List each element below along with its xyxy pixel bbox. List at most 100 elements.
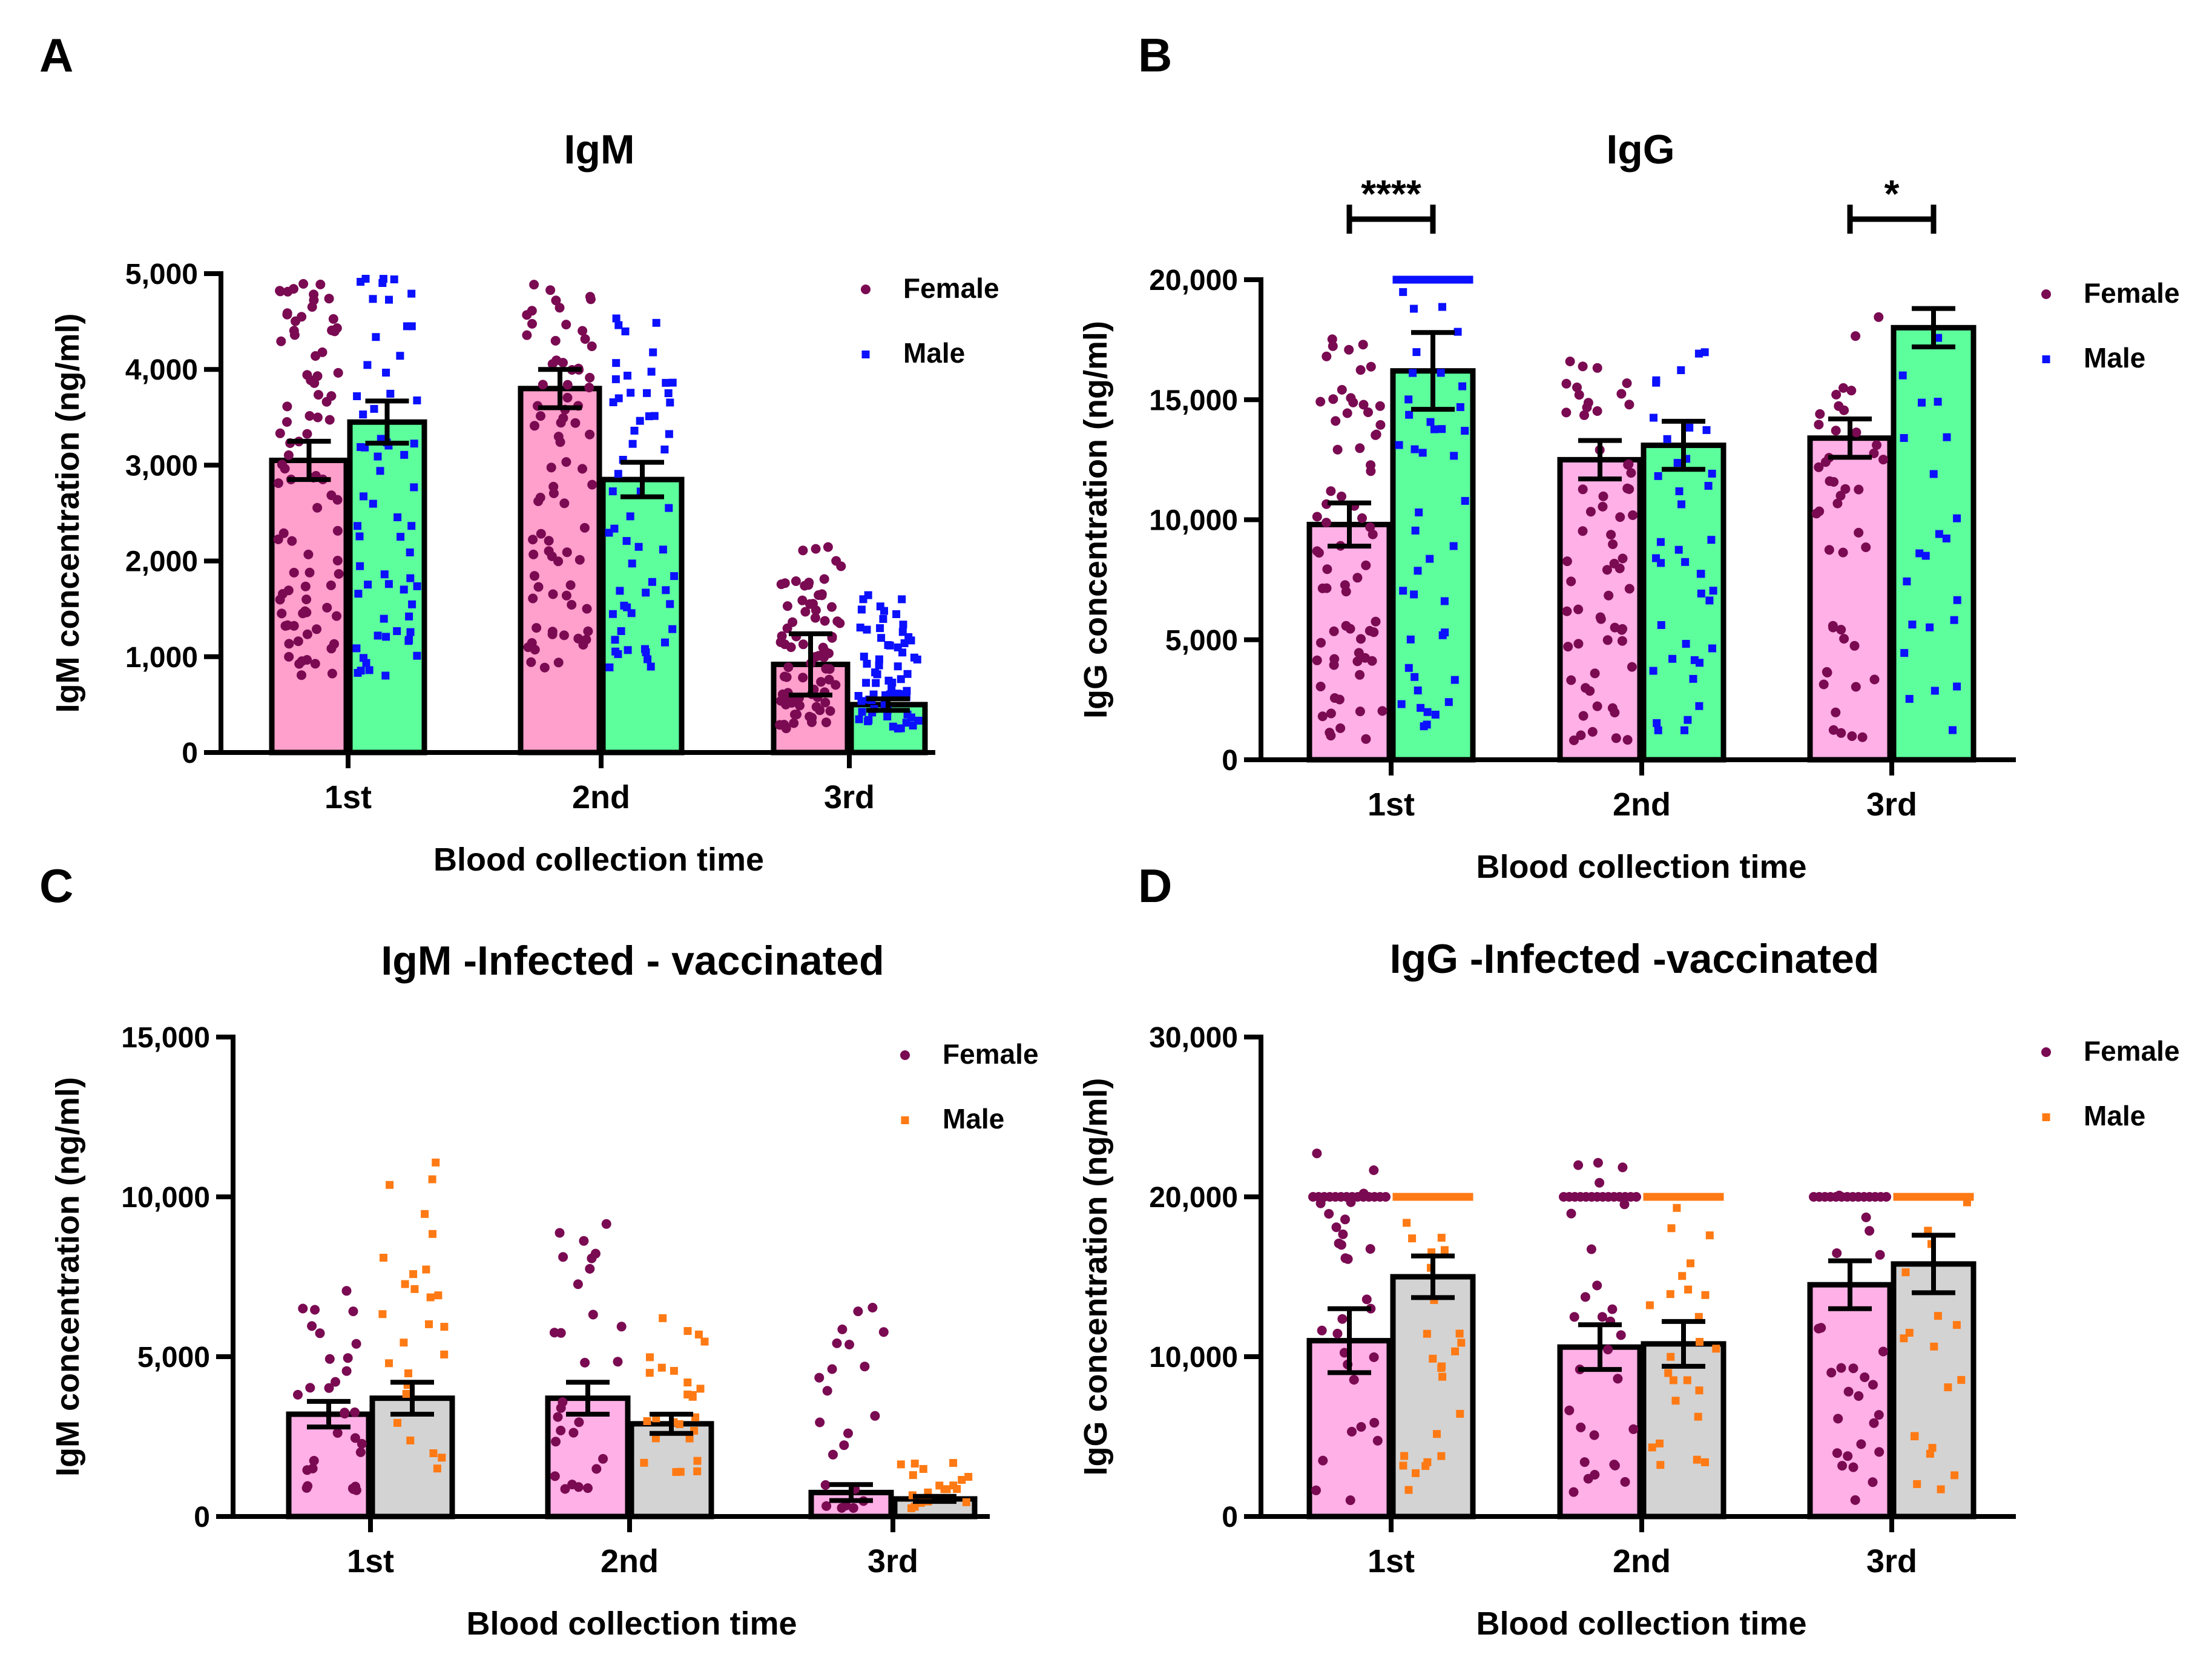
panel-a-y-axis-title: IgM concentration (ng/ml) <box>50 314 86 713</box>
panel-d-point-male <box>1693 1455 1701 1464</box>
panel-d-point-male-max <box>1716 1193 1724 1201</box>
panel-c-point-male <box>428 1175 436 1184</box>
panel-a-point-male <box>897 675 905 683</box>
panel-c-legend-label-female: Female <box>943 1038 1039 1070</box>
panel-a-point-female <box>298 608 308 619</box>
panel-a-point-female <box>312 412 323 423</box>
panel-a-point-female <box>559 498 570 509</box>
panel-b-point-male <box>1461 427 1469 435</box>
panel-d-point-male-max <box>1412 1193 1421 1201</box>
panel-b-point-male <box>1431 711 1440 719</box>
panel-a-point-female <box>298 278 309 289</box>
panel-a-point-female <box>283 450 294 460</box>
panel-b-point-male <box>1656 538 1665 546</box>
panel-a-point-female <box>527 318 537 329</box>
panel-b-point-male <box>1898 371 1907 380</box>
panel-c-point-female <box>351 1485 361 1495</box>
panel-a-point-male <box>668 378 677 387</box>
panel-a-ytick-label: 0 <box>182 737 198 769</box>
panel-d-errorbar-male-1st <box>1411 1253 1455 1300</box>
panel-b-point-female <box>1371 616 1381 627</box>
panel-a-point-male <box>376 467 384 475</box>
panel-b-point-male <box>1926 623 1934 631</box>
panel-d-point-male <box>1433 1430 1441 1438</box>
panel-d-point-male-max <box>1689 1193 1697 1201</box>
panel-c-point-male <box>426 1293 435 1302</box>
panel-b-point-female <box>1874 312 1884 322</box>
panel-b-point-male <box>1657 559 1665 567</box>
panel-d-point-male-max <box>1458 1193 1467 1201</box>
panel-b-point-male <box>1702 426 1711 434</box>
panel-b-point-male <box>1684 716 1692 724</box>
panel-d-point-female <box>1338 1229 1348 1239</box>
panel-b-point-female <box>1342 408 1352 418</box>
panel-a-point-male <box>611 647 620 656</box>
panel-b-xtick-label: 1st <box>1368 786 1415 823</box>
panel-b-point-male <box>1680 726 1688 734</box>
panel-b-point-female <box>1315 682 1326 691</box>
panel-a-point-female <box>584 383 594 393</box>
panel-a-point-female <box>551 295 561 306</box>
panel-c-ytick-label: 10,000 <box>121 1182 210 1214</box>
panel-b-point-male <box>1417 703 1425 712</box>
panel-b-point-male-max <box>1445 275 1453 284</box>
panel-d-legend-marker-male <box>2042 1113 2050 1121</box>
panel-a-point-female <box>820 616 830 626</box>
panel-d-point-female <box>1618 1162 1628 1173</box>
panel-b-point-male <box>1900 434 1908 442</box>
panel-c-bar-female-1st <box>286 1411 372 1520</box>
panel-d-points-female-3rd <box>1809 1190 1891 1505</box>
panel-b-point-female <box>1627 662 1637 672</box>
panel-c-point-male <box>659 1314 667 1322</box>
panel-d-point-female <box>1861 1212 1871 1222</box>
panel-c-point-female <box>822 1386 832 1396</box>
panel-b-bar-male-1st <box>1390 368 1476 763</box>
panel-d-points-female-1st <box>1308 1148 1391 1506</box>
panel-d-point-female <box>1869 1418 1879 1428</box>
panel-a-point-female <box>587 479 597 490</box>
panel-a-point-male <box>665 504 673 512</box>
panel-d-point-male <box>1712 1345 1720 1353</box>
panel-d-point-male-max <box>1465 1193 1473 1201</box>
panel-d-point-female <box>1337 1314 1348 1324</box>
panel-a-point-male <box>876 624 884 633</box>
panel-a-point-female <box>548 481 559 492</box>
panel-b-point-female <box>1578 526 1588 536</box>
panel-c-errorbar-female-3rd <box>829 1482 873 1503</box>
panel-b-point-female <box>1317 583 1328 593</box>
panel-b-point-female <box>1831 707 1841 717</box>
panel-d-point-female <box>1603 1345 1613 1355</box>
panel-a-point-female <box>561 590 571 601</box>
panel-c-point-male <box>404 1369 412 1377</box>
panel-b-point-female <box>1878 455 1888 465</box>
panel-b-point-male <box>1949 726 1957 734</box>
panel-a-point-male <box>898 648 907 657</box>
panel-b-label: B <box>1138 28 1172 82</box>
panel-b-point-male <box>1905 694 1914 703</box>
panel-d-point-female <box>1311 1485 1321 1495</box>
panel-d-ytick-label: 10,000 <box>1149 1342 1238 1374</box>
panel-b-point-male <box>1943 433 1951 441</box>
panel-a-point-female <box>562 547 572 558</box>
panel-c-point-female <box>307 1321 317 1331</box>
panel-d-point-male <box>1678 1272 1687 1280</box>
panel-a-point-male <box>390 275 398 283</box>
panel-d-point-male <box>1648 1443 1656 1452</box>
panel-a-point-female <box>297 312 307 322</box>
panel-d-point-female <box>1856 1439 1866 1449</box>
panel-c-point-female <box>588 1309 598 1320</box>
panel-d-point-male-max <box>1906 1193 1915 1201</box>
panel-a-point-male <box>378 279 387 287</box>
panel-a-point-female <box>800 607 811 617</box>
panel-a-bar-female-1st <box>269 457 349 756</box>
panel-b-point-female <box>1361 560 1371 570</box>
panel-a-point-male <box>382 369 390 377</box>
panel-c-point-male <box>688 1392 697 1401</box>
panel-c-point-male <box>378 1310 387 1319</box>
panel-b-point-male <box>1654 726 1662 734</box>
panel-c-point-female <box>560 1484 570 1494</box>
panel-b-ytick-label: 5,000 <box>1165 625 1238 657</box>
panel-c-point-female <box>837 1324 848 1334</box>
panel-d-point-female <box>1369 1418 1380 1428</box>
panel-b-point-female <box>1355 670 1365 680</box>
